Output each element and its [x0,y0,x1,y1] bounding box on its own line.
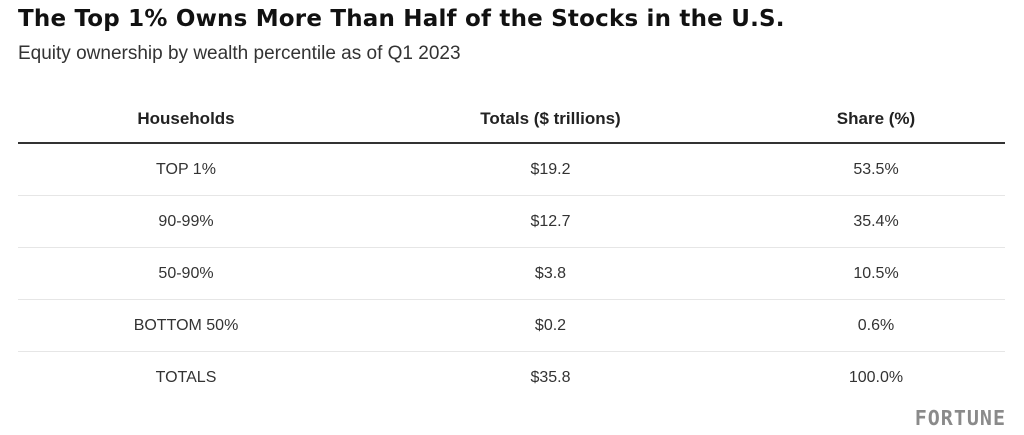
table-header-row: Households Totals ($ trillions) Share (%… [18,96,1005,144]
total-cell: $35.8 [530,368,571,386]
households-cell: 90-99% [158,212,214,230]
chart-subtitle: Equity ownership by wealth percentile as… [18,43,461,64]
share-cell: 0.6% [857,316,895,334]
table-row: BOTTOM 50% $0.2 0.6% [18,300,1005,352]
share-cell: 35.4% [853,212,899,230]
table-row: 90-99% $12.7 35.4% [18,196,1005,248]
column-header-share: Share (%) [836,109,916,128]
table-totals-row: TOTALS $35.8 100.0% [18,352,1005,403]
households-cell: TOTALS [155,368,217,386]
table-row: 50-90% $3.8 10.5% [18,248,1005,300]
share-cell: 10.5% [853,264,899,282]
column-header-totals: Totals ($ trillions) [480,109,621,128]
chart-title: The Top 1% Owns More Than Half of the St… [18,6,785,32]
total-cell: $3.8 [534,264,567,282]
households-cell: BOTTOM 50% [133,316,239,334]
share-cell: 100.0% [848,368,904,386]
households-cell: 50-90% [158,264,214,282]
households-cell: TOP 1% [156,160,216,178]
ownership-table: Households Totals ($ trillions) Share (%… [18,96,1005,403]
total-cell: $19.2 [530,160,571,178]
total-cell: $0.2 [534,316,567,334]
share-cell: 53.5% [853,160,899,178]
column-header-households: Households [137,109,235,128]
table-row: TOP 1% $19.2 53.5% [18,144,1005,196]
fortune-logo: FORTUNE [914,406,1006,430]
total-cell: $12.7 [530,212,571,230]
